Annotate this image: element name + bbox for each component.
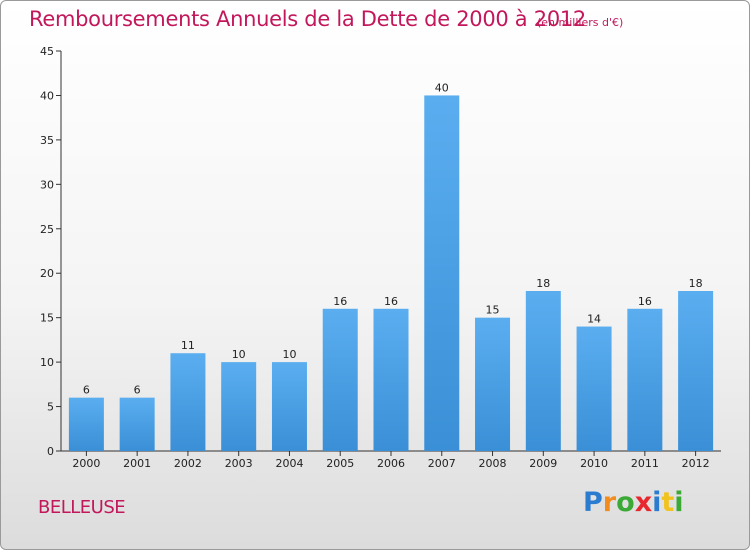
x-tick-label: 2000 (72, 457, 100, 470)
data-label: 16 (638, 295, 652, 308)
bar (525, 291, 561, 451)
data-label: 16 (333, 295, 347, 308)
x-tick-label: 2008 (479, 457, 507, 470)
y-tick-label: 25 (40, 223, 54, 236)
bar (373, 308, 409, 451)
units-note: (en milliers d'€) (537, 16, 624, 29)
x-tick-label: 2012 (682, 457, 710, 470)
x-tick-label: 2006 (377, 457, 405, 470)
x-tick-label: 2004 (275, 457, 303, 470)
data-label: 40 (435, 81, 449, 94)
data-label: 11 (181, 339, 195, 352)
y-tick-label: 45 (40, 45, 54, 58)
bar (475, 317, 511, 451)
data-label: 10 (232, 348, 246, 361)
data-label: 16 (384, 295, 398, 308)
bar (271, 362, 307, 451)
data-label: 6 (134, 384, 141, 397)
bar (221, 362, 257, 451)
bar (678, 291, 714, 451)
x-tick-label: 2011 (631, 457, 659, 470)
data-label: 10 (282, 348, 296, 361)
logo-letter: P (583, 487, 603, 518)
x-tick-label: 2002 (174, 457, 202, 470)
logo-letter: t (661, 487, 675, 518)
bar (68, 397, 104, 451)
x-tick-label: 2003 (225, 457, 253, 470)
bar (170, 353, 206, 451)
bar (119, 397, 155, 451)
proxiti-logo: Proxiti (583, 487, 684, 518)
bar (322, 308, 358, 451)
logo-letter: o (616, 487, 635, 518)
x-tick-label: 2005 (326, 457, 354, 470)
x-tick-label: 2010 (580, 457, 608, 470)
data-label: 18 (689, 277, 703, 290)
y-tick-label: 10 (40, 356, 54, 369)
bar (424, 95, 460, 451)
bar (576, 326, 612, 451)
data-label: 18 (536, 277, 550, 290)
chart-title: Remboursements Annuels de la Dette de 20… (29, 7, 586, 31)
y-tick-label: 0 (47, 445, 54, 458)
commune-name: BELLEUSE (38, 497, 126, 518)
logo-letter: i (674, 487, 684, 518)
logo-letter: x (634, 487, 653, 518)
logo-letter: r (602, 487, 617, 518)
bar (627, 308, 663, 451)
y-tick-label: 15 (40, 312, 54, 325)
y-tick-label: 5 (47, 401, 54, 414)
logo-letter: i (652, 487, 662, 518)
x-tick-label: 2007 (428, 457, 456, 470)
data-label: 6 (83, 384, 90, 397)
y-tick-label: 40 (40, 89, 54, 102)
x-tick-label: 2001 (123, 457, 151, 470)
data-label: 14 (587, 313, 601, 326)
y-tick-label: 35 (40, 134, 54, 147)
y-tick-label: 30 (40, 178, 54, 191)
data-label: 15 (486, 304, 500, 317)
x-tick-label: 2009 (529, 457, 557, 470)
y-tick-label: 20 (40, 267, 54, 280)
